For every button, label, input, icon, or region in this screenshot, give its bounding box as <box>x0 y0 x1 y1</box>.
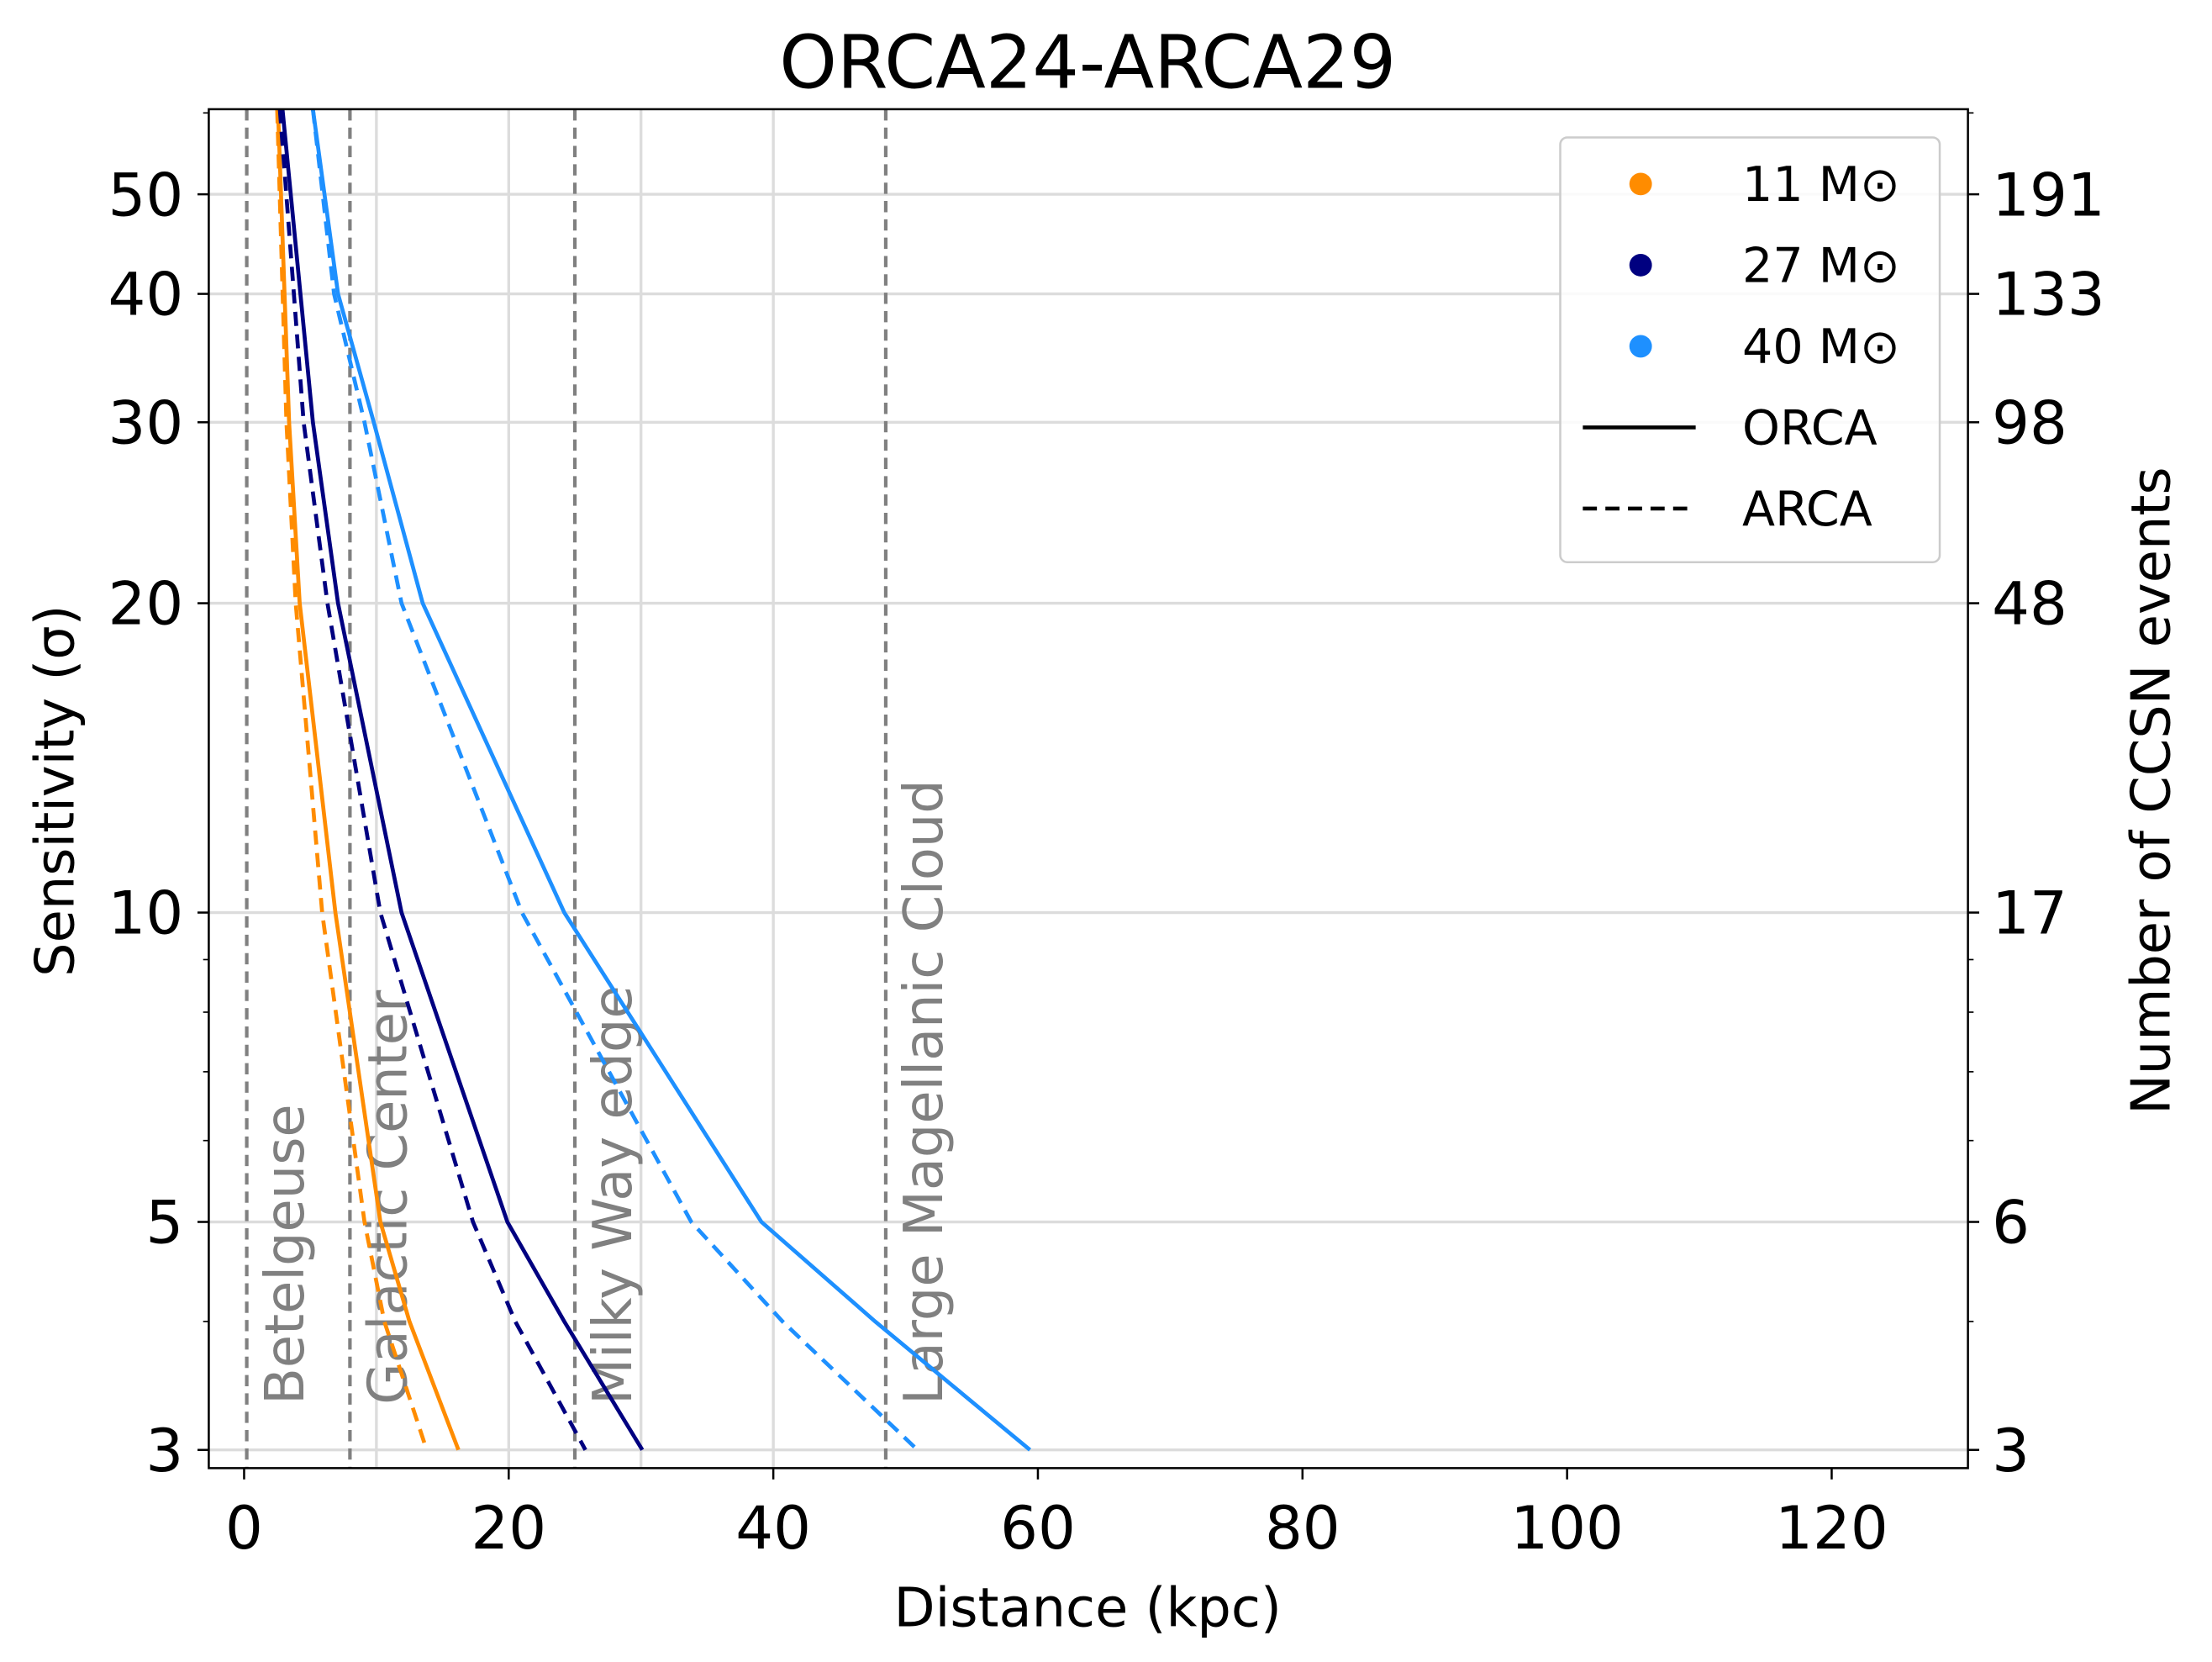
legend-label: 11 M⊙ <box>1742 157 1900 213</box>
legend-box <box>1559 136 1941 563</box>
y2-tick-label: 48 <box>1992 570 2067 639</box>
y-tick-label: 10 <box>108 879 183 948</box>
x-tick-label: 100 <box>1510 1494 1624 1563</box>
y-axis-label: Sensitivity (σ) <box>24 604 87 976</box>
x-tick-label: 60 <box>1000 1494 1076 1563</box>
legend-label: ORCA <box>1742 401 1878 456</box>
y2-axis-label: Number of CCSN events <box>2121 467 2183 1114</box>
x-tick-label: 20 <box>471 1494 546 1563</box>
line-series <box>277 108 587 1451</box>
line-series <box>276 108 461 1451</box>
x-tick-label: 80 <box>1265 1494 1340 1563</box>
legend-label: ARCA <box>1742 482 1872 537</box>
y-tick-label: 50 <box>108 161 183 230</box>
x-axis-label: Distance (kpc) <box>894 1577 1282 1639</box>
annotation: Galactic Center <box>358 989 420 1405</box>
y2-tick-label: 6 <box>1992 1189 2030 1258</box>
x-tick-label: 40 <box>735 1494 811 1563</box>
annotation: Milky Way edge <box>582 985 645 1405</box>
y-tick-label: 30 <box>108 388 183 457</box>
line-series <box>280 108 645 1451</box>
axes: 0 20 40 60 80 100 120 3 3 5 6 10 17 20 48 30 98 40 133 50 19… <box>108 112 2105 1563</box>
legend-label: 40 M⊙ <box>1742 319 1900 375</box>
y-tick-label: 20 <box>108 570 183 639</box>
legend-label: 27 M⊙ <box>1742 239 1900 294</box>
axes-frame <box>208 108 1969 1469</box>
y2-tick-label: 133 <box>1992 261 2105 330</box>
y2-tick-label: 191 <box>1992 161 2105 230</box>
legend-marker <box>1629 172 1652 196</box>
x-tick-label: 120 <box>1775 1494 1888 1563</box>
legend-marker <box>1629 335 1652 358</box>
annotation: Betelgeuse <box>255 1104 317 1404</box>
line-series <box>310 108 1032 1452</box>
x-tick-label: 0 <box>225 1494 263 1563</box>
annotations: Betelgeuse Galactic Center Milky Way edge L… <box>245 108 956 1469</box>
y-tick-label: 40 <box>108 261 183 330</box>
y-tick-label: 5 <box>145 1189 183 1258</box>
legend: 11 M⊙ 27 M⊙ 40 M⊙ ORCA ARCA <box>1583 157 1900 537</box>
y2-tick-label: 3 <box>1992 1417 2030 1485</box>
y2-tick-label: 98 <box>1992 388 2067 457</box>
y2-tick-label: 17 <box>1992 879 2067 948</box>
line-series <box>310 108 919 1452</box>
legend-marker <box>1629 253 1652 277</box>
annotation: Large Magellanic Cloud <box>893 779 956 1405</box>
y-tick-label: 3 <box>145 1417 183 1485</box>
chart-title: ORCA24-ARCA29 <box>779 20 1396 106</box>
plot-area <box>275 108 1032 1452</box>
